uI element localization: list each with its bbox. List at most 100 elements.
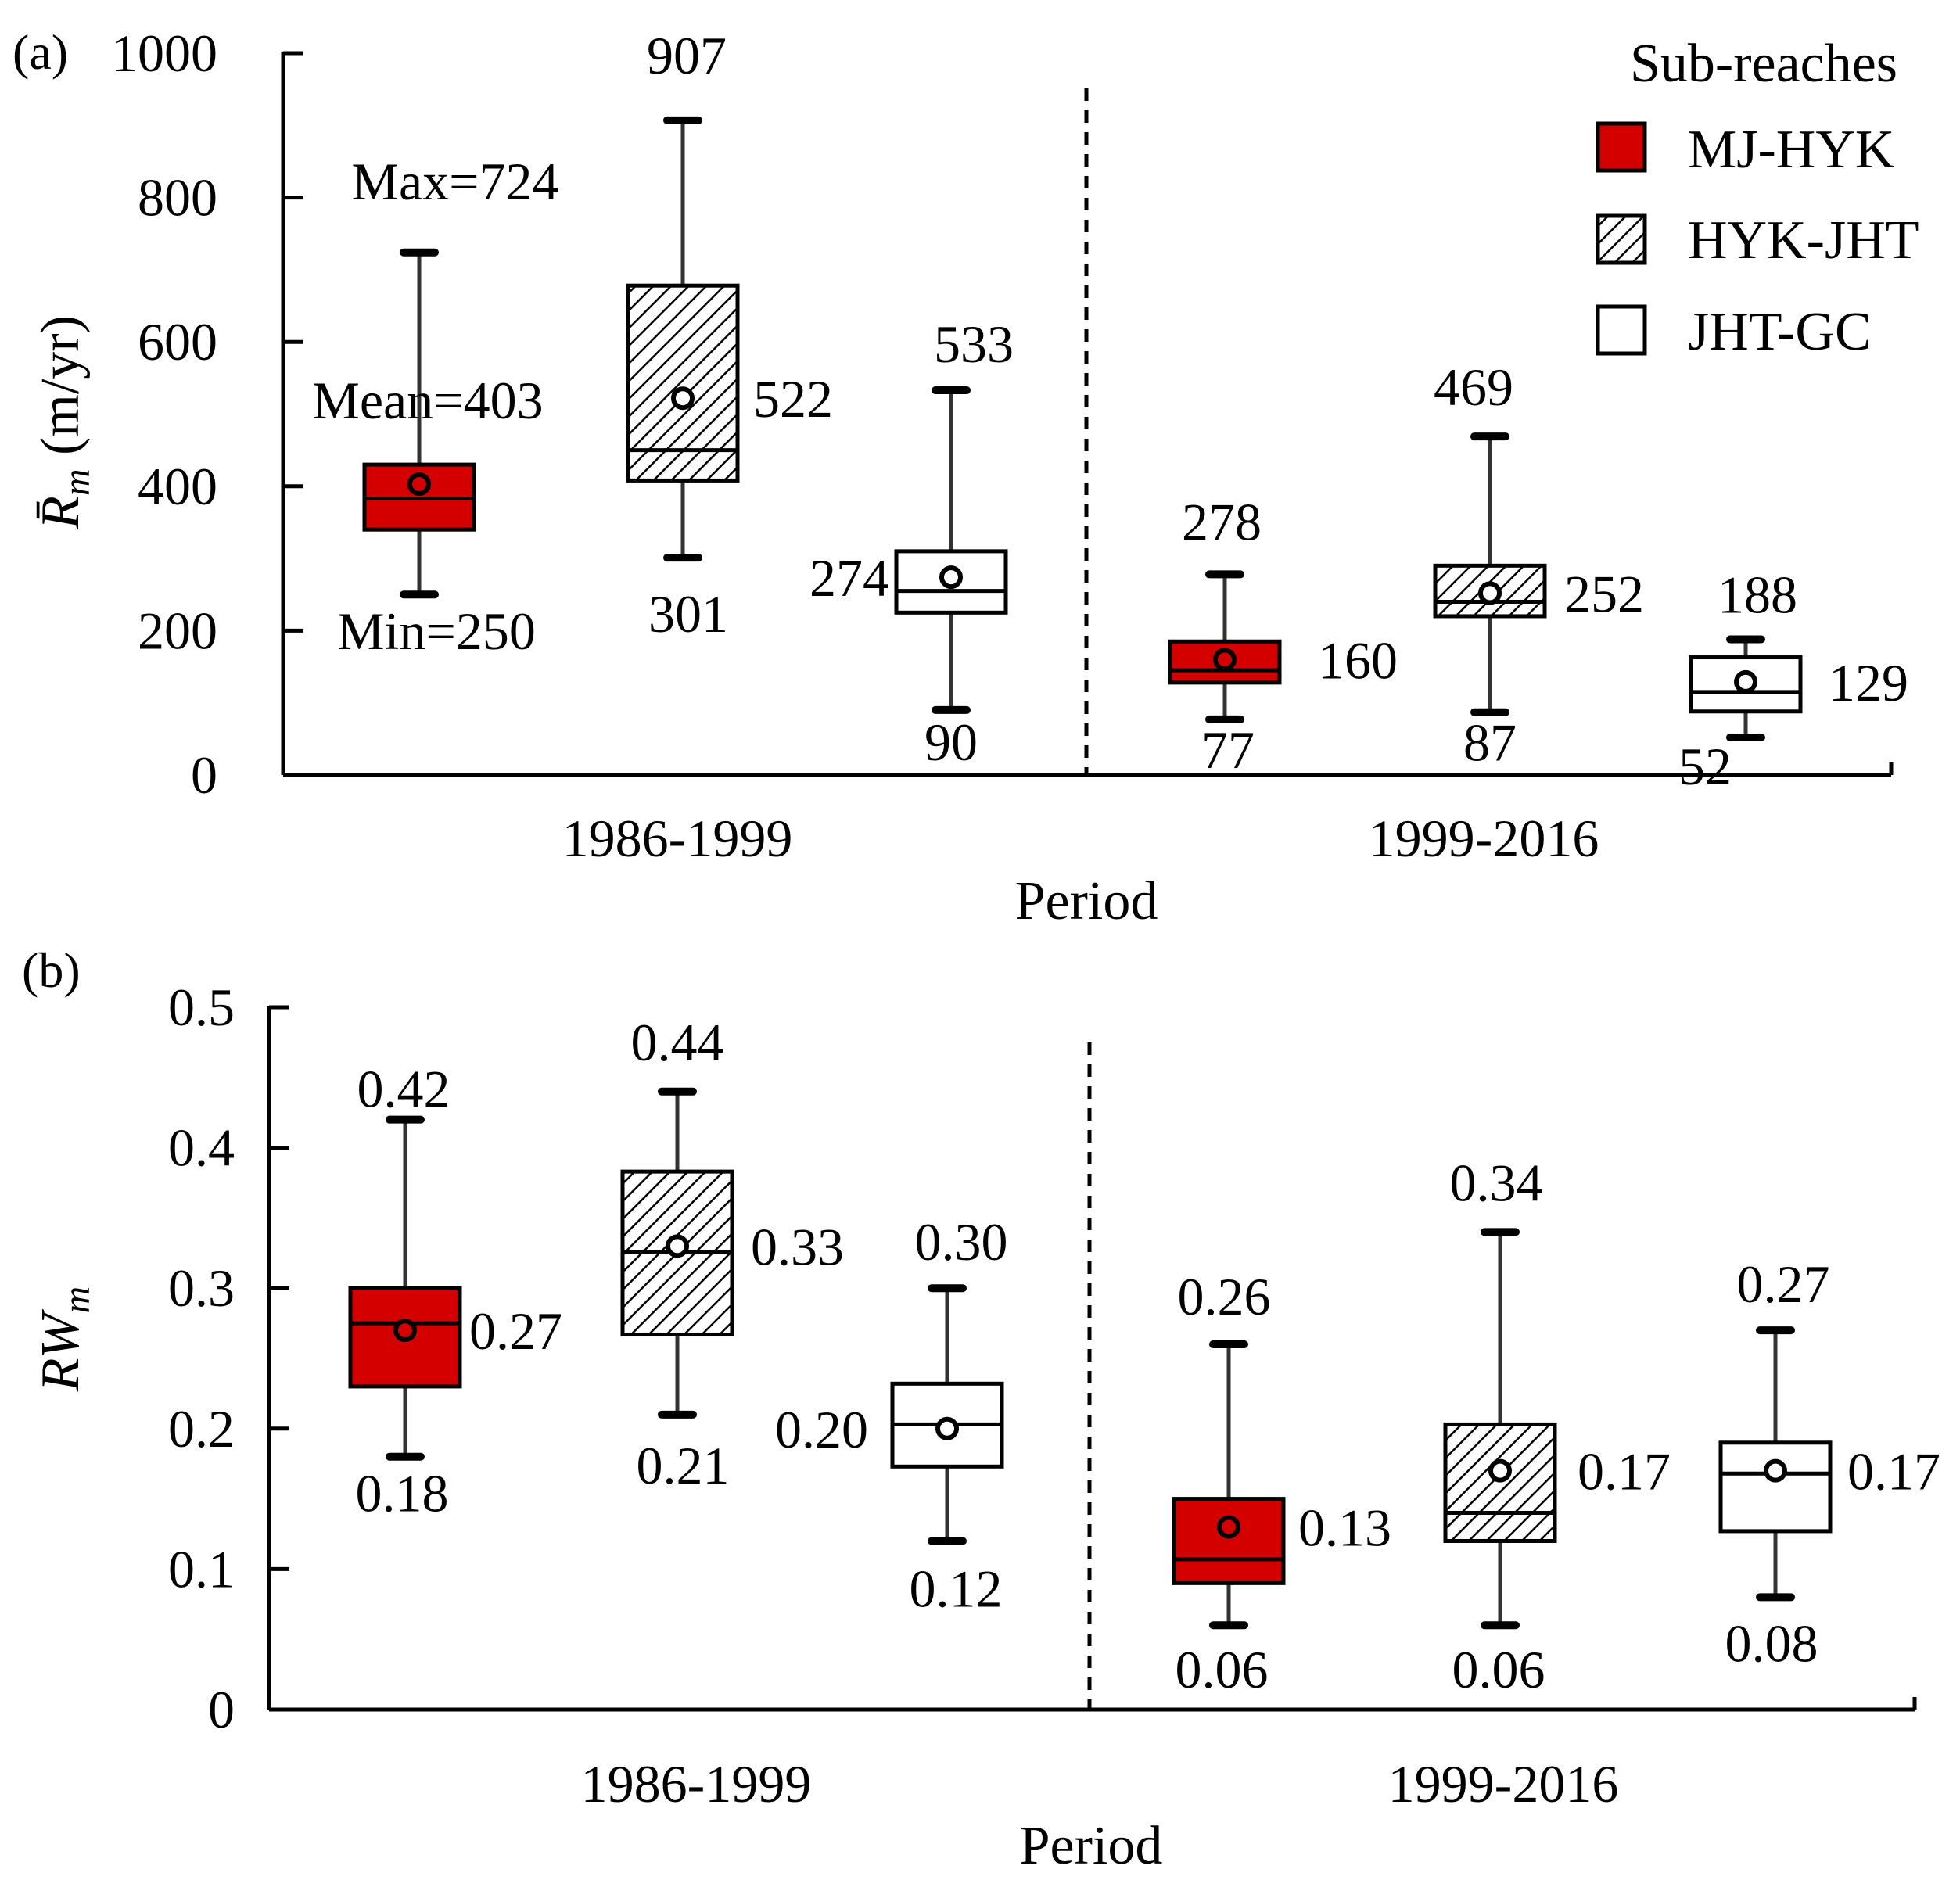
max-label: 0.26	[1178, 1267, 1271, 1326]
panel-b-box-jht-gc-1986-1999: 0.30 0.20 0.12	[775, 1212, 1008, 1618]
panel-a-y-axis-label-main: R̄	[31, 496, 91, 530]
mean-label: Mean=403	[312, 371, 543, 430]
panel-a-box-hyk-jht-1999-2016: 469 252 87	[1433, 357, 1644, 773]
iqr-box	[894, 549, 1008, 615]
panel-a-y-tick-label: 400	[138, 457, 217, 516]
mean-marker	[407, 472, 431, 497]
mean-marker	[939, 565, 963, 590]
panel-a-y-tick-label: 0	[191, 745, 217, 805]
iqr-box	[1718, 1440, 1833, 1534]
mean-label: 0.17	[1578, 1442, 1671, 1501]
max-label: Max=724	[352, 152, 559, 211]
min-label: Min=250	[337, 601, 536, 661]
panel-a-category-1999-2016: 1999-2016	[1369, 809, 1599, 868]
panel-b-y-tick-label: 0.5	[168, 978, 235, 1037]
panel-b-category-1999-2016: 1999-2016	[1388, 1754, 1619, 1814]
mean-label: 522	[753, 369, 833, 429]
mean-marker	[935, 1416, 959, 1440]
panel-b-boxes: 0.42 0.27 0.18 0.26 0.13 0.06 0.44 0.33 0.21 0.34…	[348, 1013, 1940, 1699]
min-label: 0.06	[1452, 1640, 1545, 1699]
panel-b-box-hyk-jht-1986-1999: 0.44 0.33 0.21	[620, 1013, 844, 1495]
mean-label: 129	[1829, 653, 1908, 712]
mean-marker	[1734, 669, 1757, 694]
panel-a-box-mj-hyk-1986-1999: Max=724 Mean=403 Min=250	[312, 152, 558, 661]
legend: Sub-reaches MJ-HYK HYK-JHT JHT-GC	[1596, 34, 1919, 362]
legend-label-jht-gc: JHT-GC	[1688, 302, 1872, 362]
mean-label: 160	[1318, 630, 1398, 690]
max-label: 533	[934, 314, 1014, 374]
min-label: 0.12	[910, 1559, 1003, 1618]
mean-label: 0.17	[1847, 1442, 1940, 1501]
min-label: 0.08	[1725, 1613, 1818, 1673]
panel-b: (b) 0 0.1 0.2 0.3 0.4 0.5 0.42 0.27 0.18 0.26 0.1…	[22, 942, 1940, 1876]
panel-b-y-tick-label: 0.3	[168, 1258, 235, 1318]
max-label: 0.34	[1450, 1153, 1543, 1212]
min-label: 0.06	[1176, 1640, 1269, 1699]
min-label: 77	[1201, 720, 1255, 780]
panel-a-box-hyk-jht-1986-1999: 907 522 301	[626, 26, 833, 644]
panel-b-y-tick-label: 0.4	[168, 1118, 235, 1178]
min-label: 0.21	[637, 1436, 730, 1495]
mean-marker	[1217, 1515, 1240, 1539]
panel-b-box-jht-gc-1999-2016: 0.27 0.17 0.08	[1718, 1254, 1940, 1673]
mean-marker	[671, 386, 695, 411]
mean-marker	[1488, 1458, 1512, 1483]
mean-marker	[1478, 581, 1502, 605]
panel-b-y-axis: 0 0.1 0.2 0.3 0.4 0.5	[168, 978, 1917, 1739]
panel-b-box-hyk-jht-1999-2016: 0.34 0.17 0.06	[1443, 1153, 1671, 1699]
mean-label: 0.20	[775, 1400, 868, 1459]
min-label: 90	[924, 712, 978, 772]
panel-b-y-tick-label: 0.2	[168, 1399, 235, 1458]
panel-b-box-mj-hyk-1986-1999: 0.42 0.27 0.18	[348, 1060, 562, 1523]
max-label: 0.42	[357, 1060, 451, 1119]
panel-a-y-axis: 0 200 400 600 800 1000	[111, 23, 1894, 805]
max-label: 469	[1434, 357, 1513, 417]
legend-label-mj-hyk: MJ-HYK	[1688, 120, 1894, 180]
panel-a: (a) 0 200 400 600 800 1000 Max=724 Mean=403 Min…	[13, 23, 1919, 931]
mean-marker	[393, 1319, 417, 1343]
panel-a-box-jht-gc-1999-2016: 188 129 52	[1678, 565, 1908, 796]
panel-a-y-tick-label: 600	[138, 312, 217, 371]
panel-b-label: (b)	[22, 942, 81, 998]
panel-b-category-1986-1999: 1986-1999	[581, 1754, 812, 1814]
max-label: 0.44	[631, 1013, 724, 1072]
panel-b-box-mj-hyk-1999-2016: 0.26 0.13 0.06	[1172, 1267, 1391, 1699]
min-label: 52	[1678, 737, 1732, 796]
mean-label: 0.33	[751, 1217, 844, 1276]
legend-title: Sub-reaches	[1630, 34, 1897, 94]
panel-b-y-axis-label: RWm	[31, 1286, 98, 1392]
panel-a-box-mj-hyk-1999-2016: 278 160 77	[1168, 492, 1398, 780]
max-label: 907	[647, 26, 727, 85]
panel-b-y-tick-label: 0.1	[168, 1539, 235, 1598]
iqr-box	[626, 283, 740, 483]
legend-swatch-hyk-jht	[1596, 213, 1647, 265]
legend-label-hyk-jht: HYK-JHT	[1688, 210, 1919, 271]
panel-a-y-axis-label: R̄m (m/yr)	[31, 315, 98, 530]
panel-a-y-tick-label: 1000	[111, 23, 217, 83]
panel-a-label: (a)	[13, 24, 68, 80]
mean-label: 0.13	[1298, 1498, 1391, 1558]
panel-a-x-axis-label: Period	[1015, 871, 1158, 931]
panel-b-x-axis-label: Period	[1020, 1816, 1163, 1876]
panel-b-y-axis-label-main: RW	[31, 1309, 91, 1392]
mean-label: 274	[809, 548, 889, 608]
max-label: 278	[1182, 492, 1262, 551]
mean-label: 252	[1564, 564, 1644, 623]
panel-b-y-axis-label-sub: m	[56, 1286, 98, 1314]
iqr-box	[1172, 1497, 1286, 1585]
legend-swatch-jht-gc	[1596, 304, 1647, 356]
panel-a-y-tick-label: 200	[138, 601, 217, 660]
panel-a-y-tick-label: 800	[138, 168, 217, 228]
mean-marker	[666, 1234, 689, 1258]
panel-a-y-axis-label-unit: (m/yr)	[31, 315, 91, 468]
panel-a-box-jht-gc-1986-1999: 533 274 90	[809, 314, 1014, 772]
max-label: 188	[1718, 565, 1797, 624]
mean-marker	[1213, 648, 1237, 672]
panel-b-y-tick-label: 0	[208, 1680, 235, 1739]
min-label: 87	[1463, 713, 1517, 773]
panel-a-y-axis-label-sub: m	[56, 468, 98, 496]
min-label: 301	[648, 584, 728, 644]
legend-swatch-mj-hyk	[1596, 121, 1647, 173]
mean-label: 0.27	[469, 1301, 562, 1361]
